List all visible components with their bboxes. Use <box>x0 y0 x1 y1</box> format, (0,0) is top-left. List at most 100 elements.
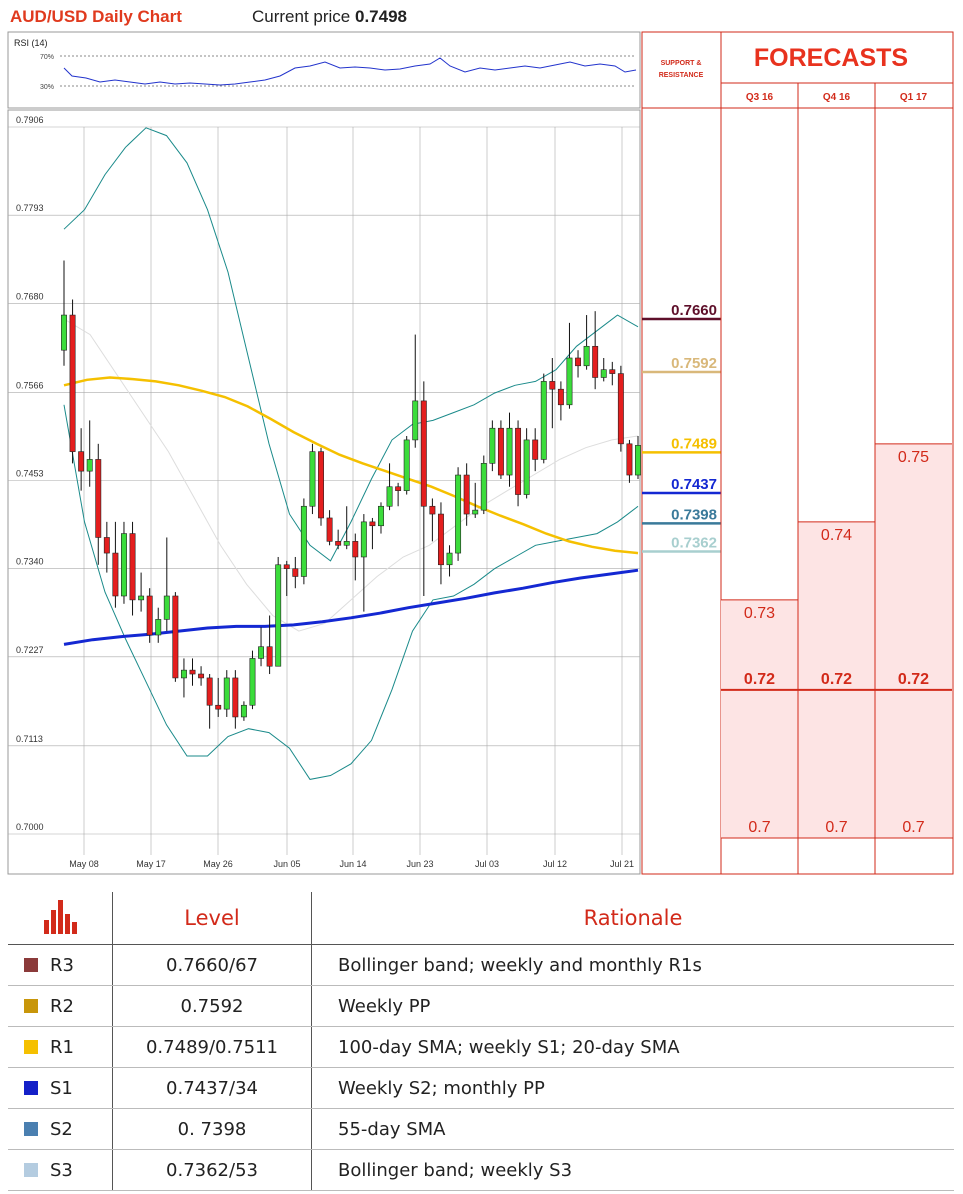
sr-level-label: 0.7592 <box>671 355 717 372</box>
candle-body <box>198 673 205 679</box>
candle-body <box>472 509 479 515</box>
candle-body <box>446 552 453 566</box>
candle-body <box>395 486 402 491</box>
candle-body <box>129 533 136 601</box>
current-price: Current price 0.7498 <box>252 7 407 27</box>
candle-body <box>103 537 110 554</box>
level-name: R3 <box>50 954 74 976</box>
candle-body <box>523 439 530 495</box>
forecast-range-fill <box>875 443 952 838</box>
col-rationale-header: Rationale <box>311 892 954 945</box>
candle-body <box>515 427 522 495</box>
level-name-cell: R2 <box>8 985 113 1027</box>
forecast-panel: FORECASTS Q3 16 0.73 0.72 0.7 Q4 16 0.74 0.72 0… <box>720 31 954 875</box>
candle-body <box>189 669 196 675</box>
chart-area: RSI (14) 70% 30% 0.7906 0.7793 0.7680 0.756… <box>7 31 954 875</box>
candle-body <box>180 669 187 679</box>
x-tick-label: Jul 03 <box>475 859 499 869</box>
sr-level-label: 0.7660 <box>671 302 717 319</box>
candle <box>163 537 170 632</box>
candle <box>69 299 76 464</box>
candle-body <box>223 677 230 710</box>
candle <box>249 650 256 710</box>
candle-body <box>540 381 547 460</box>
candle <box>472 482 479 518</box>
candle-body <box>249 658 256 706</box>
candle <box>532 428 539 472</box>
candle-body <box>378 505 384 527</box>
candles <box>61 260 641 729</box>
x-tick-label: Jun 14 <box>339 859 366 869</box>
main-chart-frame <box>7 109 641 875</box>
candle-body <box>61 314 67 351</box>
candle-body <box>343 541 350 546</box>
candle-body <box>600 369 607 378</box>
y-tick-label: 0.7906 <box>16 115 44 125</box>
candle <box>78 428 85 491</box>
candle-body <box>575 357 581 367</box>
candle-body <box>95 459 102 538</box>
candle <box>403 436 410 495</box>
candle <box>318 447 324 526</box>
candle <box>206 674 213 729</box>
forecast-mid-value: 0.72 <box>821 671 852 688</box>
candle-body <box>292 568 299 577</box>
forecast-column-label: Q4 16 <box>823 92 851 103</box>
forecast-fills <box>721 443 952 838</box>
level-value: 0.7362/53 <box>112 1149 312 1191</box>
level-row: S1 0.7437/34 Weekly S2; monthly PP <box>8 1067 954 1109</box>
candle <box>566 322 573 409</box>
candle <box>240 701 247 721</box>
y-tick-label: 0.7340 <box>16 557 44 567</box>
y-axis-ticks: 0.7906 0.7793 0.7680 0.7566 0.7453 0.7340 0.72… <box>16 115 44 832</box>
col-level-header: Level <box>112 892 312 945</box>
candle-body <box>617 373 624 445</box>
sr-levels: 0.7660 0.7592 0.7489 0.7437 0.7398 0.7362 <box>642 302 721 553</box>
rsi-panel: RSI (14) 70% 30% <box>7 31 641 109</box>
candle <box>266 615 273 675</box>
candle <box>412 334 419 448</box>
levels-table: Level Rationale R3 0.7660/67 Bollinger ban… <box>8 892 954 1191</box>
candle <box>275 556 282 667</box>
candle-body <box>258 646 265 659</box>
x-tick-label: Jun 05 <box>273 859 300 869</box>
level-row: S2 0. 7398 55-day SMA <box>8 1108 954 1150</box>
candle <box>592 311 599 390</box>
level-rationale: Bollinger band; weekly and monthly R1s <box>311 944 954 986</box>
rsi-70-label: 70% <box>40 54 54 61</box>
candle-body <box>437 513 444 566</box>
forecast-high-value: 0.74 <box>821 527 852 544</box>
sr-title-line1: SUPPORT & <box>661 60 702 67</box>
sr-level-label: 0.7489 <box>671 435 717 452</box>
forecast-column-label: Q3 16 <box>746 92 774 103</box>
candle-body <box>635 445 641 476</box>
candle <box>515 420 522 507</box>
forecasts-title: FORECASTS <box>754 44 908 72</box>
candle <box>352 533 359 581</box>
level-name-cell: S1 <box>8 1067 113 1109</box>
candle-body <box>78 451 85 472</box>
candle <box>215 677 222 717</box>
sma-100-line <box>63 376 639 555</box>
levels-table-body: R3 0.7660/67 Bollinger band; weekly and mo… <box>8 944 954 1191</box>
rsi-label: RSI (14) <box>14 38 48 48</box>
candle <box>189 658 196 686</box>
candle <box>172 592 179 682</box>
chart-title: AUD/USD Daily Chart <box>10 7 182 26</box>
candle-body <box>232 677 239 718</box>
level-row: R3 0.7660/67 Bollinger band; weekly and mo… <box>8 944 954 986</box>
candle <box>283 560 290 596</box>
sr-level-label: 0.7437 <box>671 476 717 493</box>
level-swatch <box>24 1121 38 1136</box>
candle <box>540 373 547 464</box>
candle-body <box>335 541 342 546</box>
candle-body <box>609 369 616 374</box>
level-row: R1 0.7489/0.7511 100-day SMA; weekly S1; 2… <box>8 1026 954 1068</box>
level-name-cell: R1 <box>8 1026 113 1068</box>
bollinger-lower-line <box>63 404 639 780</box>
candle-body <box>369 521 376 527</box>
candle-body <box>592 345 599 378</box>
candle <box>497 420 504 479</box>
candle <box>292 556 299 589</box>
y-tick-label: 0.7453 <box>16 469 44 479</box>
